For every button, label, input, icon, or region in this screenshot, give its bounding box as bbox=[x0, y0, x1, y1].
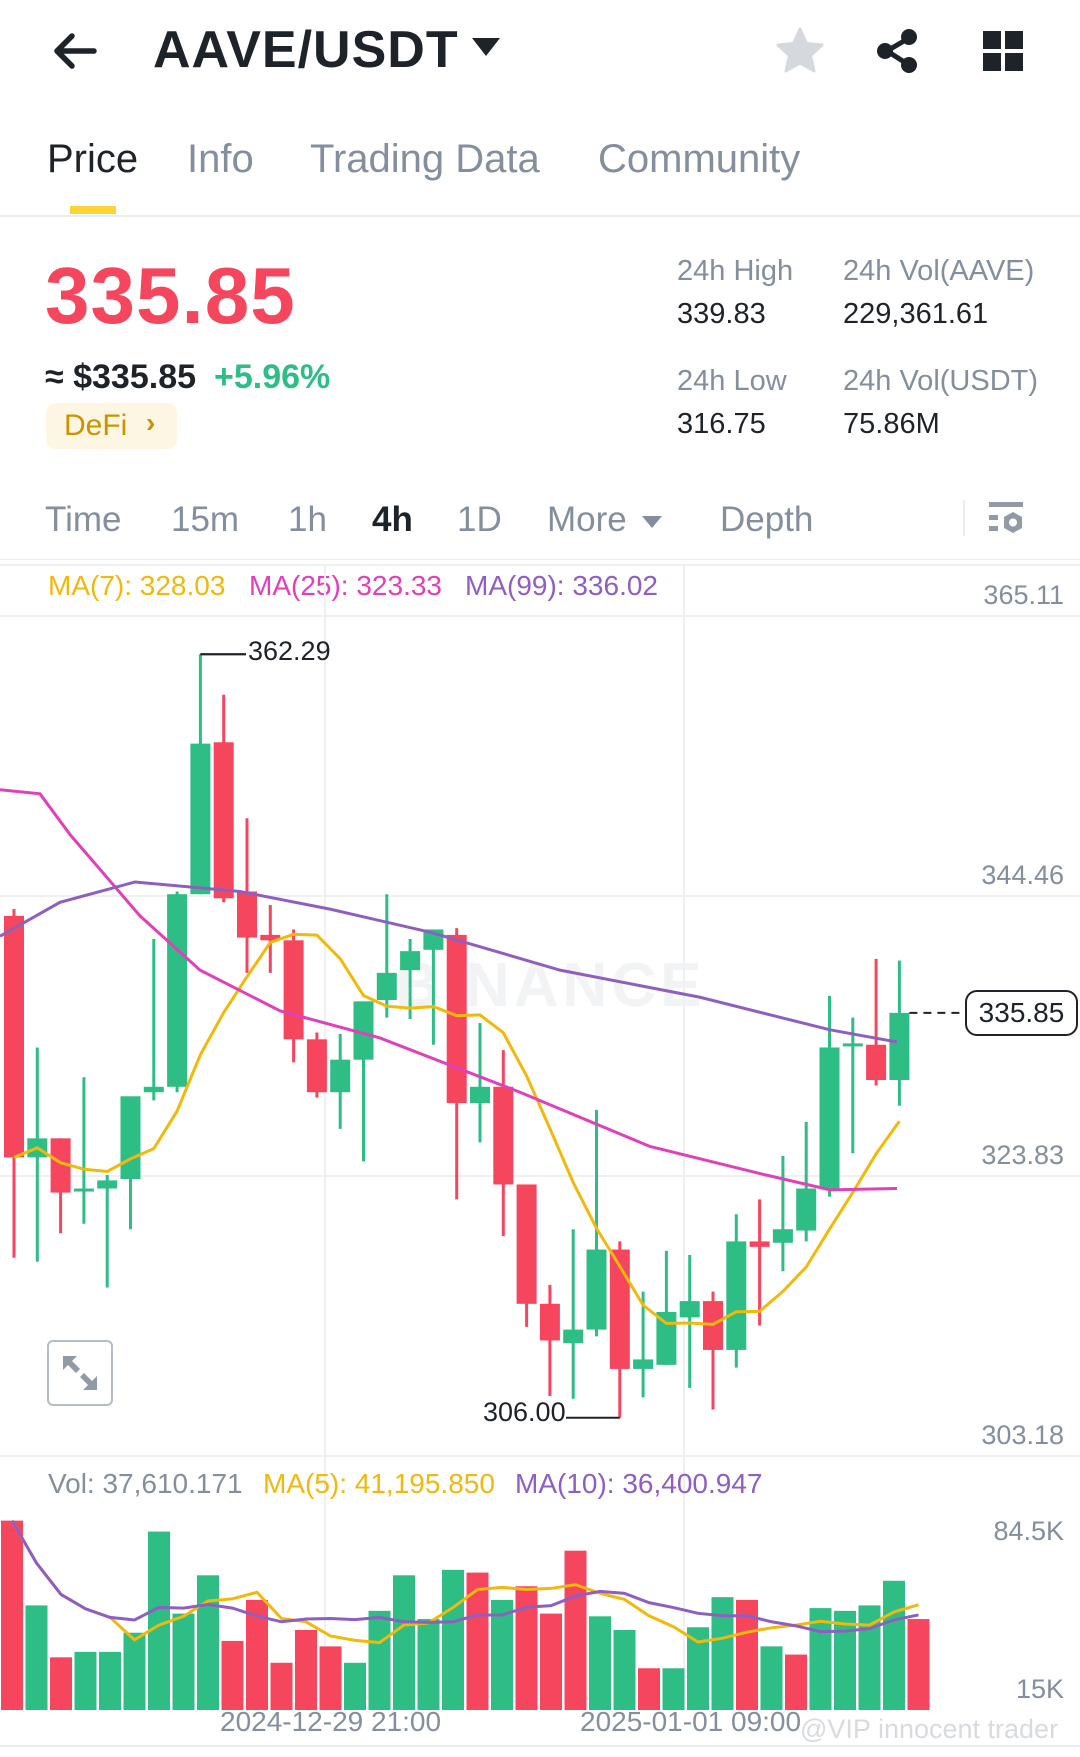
24h-high-value: 339.83 bbox=[677, 298, 766, 330]
dropdown-caret-icon[interactable] bbox=[472, 38, 500, 56]
expand-icon bbox=[63, 1356, 97, 1390]
credit-watermark: @VIP innocent trader bbox=[800, 1714, 1059, 1744]
24h-vol-base-value: 229,361.61 bbox=[843, 298, 989, 330]
share-icon bbox=[877, 29, 917, 73]
top-bar: AAVE/USDT bbox=[0, 0, 1080, 100]
high-annotation: 362.29 bbox=[248, 636, 331, 666]
ma99-legend: MA(99): 336.02 bbox=[465, 570, 658, 601]
chevron-right-icon: › bbox=[146, 407, 156, 438]
volume-axis-label: 84.5K bbox=[993, 1516, 1064, 1546]
tab-community[interactable]: Community bbox=[598, 137, 801, 181]
interval-15m[interactable]: 15m bbox=[171, 500, 240, 539]
active-tab-indicator bbox=[70, 206, 116, 214]
back-button[interactable] bbox=[48, 24, 102, 78]
volume-axis-label: 15K bbox=[1015, 1674, 1064, 1704]
chart-settings-button[interactable] bbox=[985, 498, 1027, 540]
category-tag-label: DeFi bbox=[64, 409, 128, 442]
time-axis-label: 2025-01-01 09:00 bbox=[580, 1706, 802, 1737]
interval-4h[interactable]: 4h bbox=[372, 500, 413, 539]
volume-legend: Vol: 37,610.171 bbox=[48, 1468, 243, 1499]
24h-vol-quote-value: 75.86M bbox=[843, 408, 940, 440]
interval-more[interactable]: More bbox=[547, 500, 627, 539]
layout-grid-button[interactable] bbox=[976, 24, 1030, 78]
ma7-legend: MA(7): 328.03 bbox=[48, 570, 226, 601]
interval-bar: Time 15m 1h 4h 1D More Depth bbox=[0, 490, 1080, 560]
usd-price: ≈ $335.85 bbox=[45, 358, 197, 396]
tab-price[interactable]: Price bbox=[47, 137, 139, 181]
price-axis-label: 365.11 bbox=[983, 580, 1064, 610]
tab-trading-data[interactable]: Trading Data bbox=[310, 137, 540, 181]
volume-ma5-legend: MA(5): 41,195.850 bbox=[263, 1468, 495, 1499]
24h-low-value: 316.75 bbox=[677, 408, 766, 440]
24h-high-label: 24h High bbox=[677, 255, 794, 287]
candlestick-chart[interactable] bbox=[0, 560, 1080, 1710]
star-icon bbox=[776, 27, 824, 73]
depth-tab[interactable]: Depth bbox=[720, 500, 814, 539]
category-tag-defi[interactable]: DeFi › bbox=[46, 403, 177, 449]
tab-info[interactable]: Info bbox=[187, 137, 254, 181]
divider bbox=[963, 500, 965, 536]
fullscreen-button[interactable] bbox=[47, 1340, 113, 1406]
divider bbox=[0, 1745, 1080, 1747]
24h-low-label: 24h Low bbox=[677, 365, 787, 397]
pair-title[interactable]: AAVE/USDT bbox=[153, 21, 459, 79]
volume-ma10-legend: MA(10): 36,400.947 bbox=[515, 1468, 763, 1499]
last-price: 335.85 bbox=[45, 251, 296, 340]
more-caret-icon bbox=[642, 516, 662, 528]
favorite-button[interactable] bbox=[773, 24, 827, 78]
main-tabs: Price Info Trading Data Community bbox=[0, 125, 1080, 217]
time-axis-label: 2024-12-29 21:00 bbox=[220, 1706, 442, 1737]
interval-1d[interactable]: 1D bbox=[457, 500, 502, 539]
ma25-legend: MA(25): 323.33 bbox=[249, 570, 442, 601]
current-price-tag[interactable]: 335.85 bbox=[965, 990, 1078, 1036]
chart-settings-icon bbox=[989, 502, 1023, 533]
price-change-percent: +5.96% bbox=[214, 358, 331, 396]
interval-time[interactable]: Time bbox=[45, 500, 122, 539]
price-axis-label: 344.46 bbox=[981, 860, 1064, 890]
share-button[interactable] bbox=[871, 24, 925, 78]
back-arrow-icon bbox=[54, 33, 97, 69]
price-axis-label: 323.83 bbox=[981, 1140, 1064, 1170]
interval-1h[interactable]: 1h bbox=[288, 500, 327, 539]
binance-watermark: BINANCE bbox=[395, 951, 706, 1020]
low-annotation: 306.00 bbox=[483, 1397, 566, 1427]
24h-vol-base-label: 24h Vol(AAVE) bbox=[843, 255, 1035, 287]
24h-vol-quote-label: 24h Vol(USDT) bbox=[843, 365, 1039, 397]
grid-icon bbox=[983, 31, 1023, 71]
price-axis-label: 303.18 bbox=[981, 1420, 1064, 1450]
